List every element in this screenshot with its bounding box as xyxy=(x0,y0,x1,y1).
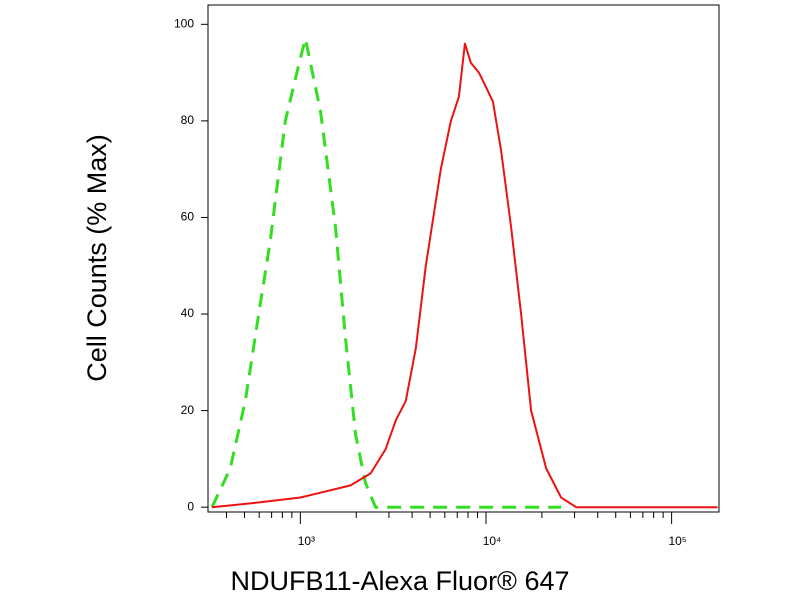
x-axis-title: NDUFB11-Alexa Fluor® 647 xyxy=(230,566,569,596)
y-tick-label: 100 xyxy=(174,16,194,30)
plot-frame xyxy=(207,4,720,513)
series-line xyxy=(210,37,562,509)
x-tick-label: 10³ xyxy=(298,534,315,548)
y-tick-label: 60 xyxy=(181,210,195,224)
y-tick-label: 40 xyxy=(181,306,195,320)
series-line xyxy=(211,42,718,509)
y-tick-label: 0 xyxy=(187,499,194,513)
y-tick-label: 20 xyxy=(181,403,195,417)
y-tick-label: 80 xyxy=(181,113,195,127)
x-tick-label: 10⁴ xyxy=(483,534,502,548)
x-tick-label: 10⁵ xyxy=(668,534,686,548)
y-axis-title: Cell Counts (% Max) xyxy=(82,134,112,382)
